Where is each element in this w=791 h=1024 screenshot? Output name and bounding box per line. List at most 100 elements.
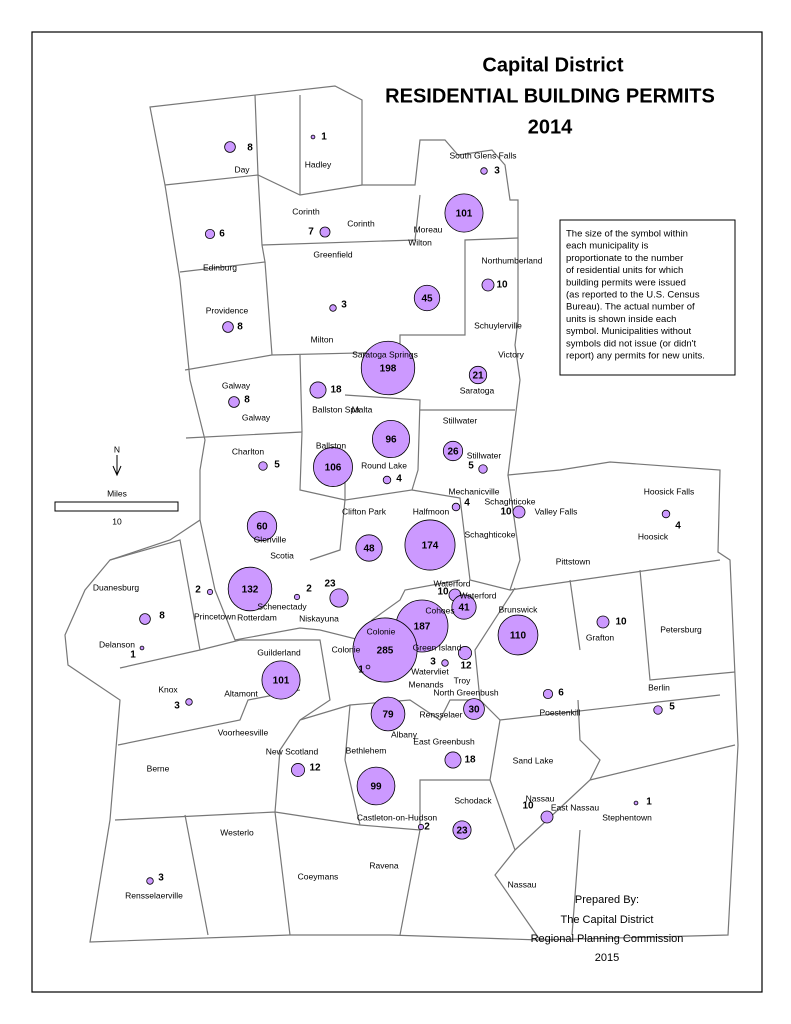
note-box	[559, 219, 736, 376]
boundary	[114, 704, 501, 831]
place-name: East Nassau	[551, 802, 599, 812]
permit-count: 2	[195, 585, 201, 596]
place-name: Northumberland	[482, 255, 543, 265]
place-name: Charlton	[232, 446, 264, 456]
place-name: Hadley	[305, 159, 332, 169]
boundary	[474, 559, 736, 721]
place-name: Corinth	[292, 206, 320, 216]
place-name: Stillwater	[443, 415, 478, 425]
place-name: East Greenbush	[413, 736, 475, 746]
place-name: Altamont	[224, 688, 258, 698]
place-name: Round Lake	[361, 460, 407, 470]
permit-symbol	[633, 800, 639, 806]
permit-count: 10	[496, 280, 508, 291]
place-name: Sand Lake	[513, 755, 554, 765]
permit-symbol	[246, 510, 278, 542]
place-name: Clifton Park	[342, 506, 387, 516]
note-line: Bureau). The actual number of	[566, 302, 695, 313]
permit-symbol	[356, 766, 396, 806]
permit-count: 106	[325, 463, 342, 474]
place-name: Troy	[454, 675, 471, 685]
boundary	[179, 94, 266, 273]
permit-symbol	[309, 381, 327, 399]
permit-symbol	[458, 646, 472, 660]
note-line: report) any permits for new units.	[566, 351, 705, 362]
permit-count: 26	[447, 447, 459, 458]
note-line: (as reported to the U.S. Census	[566, 290, 700, 301]
place-name: Cohoes	[425, 605, 454, 615]
permit-count: 1	[130, 650, 136, 661]
permit-count: 79	[382, 710, 394, 721]
place-name: South Glens Falls	[449, 150, 516, 160]
permit-symbol	[452, 820, 472, 840]
place-name: Moreau	[414, 224, 443, 234]
place-name: Princetown	[194, 611, 236, 621]
place-name: Ballston	[316, 440, 347, 450]
arrow	[112, 455, 122, 477]
place-name: Poestenkill	[539, 707, 580, 717]
credit-line: Prepared By:	[575, 894, 639, 906]
boundaries	[64, 85, 739, 943]
boundary	[164, 174, 363, 196]
permit-count: 285	[377, 646, 394, 657]
boundary	[184, 699, 736, 941]
permit-symbol	[204, 228, 216, 240]
permit-symbol	[480, 167, 488, 175]
permit-symbol	[441, 659, 449, 667]
permit-count: 4	[464, 498, 470, 509]
place-name: Niskayuna	[299, 613, 339, 623]
permit-symbol	[227, 566, 273, 612]
place-name: Colonie	[367, 626, 396, 636]
permit-symbol	[481, 278, 495, 292]
permit-count: 1	[646, 797, 652, 808]
title-line: Capital District	[482, 54, 623, 76]
title-line: 2014	[528, 116, 573, 138]
permit-count: 6	[219, 229, 225, 240]
permit-count: 12	[309, 763, 321, 774]
place-name: Castleton-on-Hudson	[357, 812, 438, 822]
place-name: Hoosick Falls	[644, 486, 695, 496]
permit-symbol	[413, 284, 441, 312]
permit-symbol	[139, 613, 151, 625]
permit-count: 2	[424, 822, 430, 833]
permit-symbol	[497, 614, 539, 656]
permit-count: 8	[159, 611, 165, 622]
permit-symbol	[463, 698, 485, 720]
place-name: Waterford	[459, 590, 496, 600]
permit-symbol	[355, 534, 383, 562]
place-name: Westerlo	[220, 827, 254, 837]
place-name: Grafton	[586, 632, 615, 642]
place-name: Voorheesville	[218, 727, 269, 737]
place-name: Stephentown	[602, 812, 652, 822]
permit-symbol	[444, 193, 484, 233]
permit-symbol	[329, 304, 337, 312]
permit-count: 2	[306, 584, 312, 595]
place-name: Saratoga	[460, 385, 495, 395]
note-line: proportionate to the number	[566, 253, 683, 264]
place-name: Wilton	[408, 237, 432, 247]
place-name: Hoosick	[638, 531, 669, 541]
note-line: The size of the symbol within	[566, 229, 688, 240]
place-name: Berlin	[648, 682, 670, 692]
place-name: Edinburg	[203, 262, 237, 272]
permit-symbol	[291, 763, 305, 777]
permit-count: 10	[615, 617, 627, 628]
frame	[31, 31, 763, 993]
credit: Prepared By: The Capital District Region…	[531, 894, 684, 964]
place-name: Halfmoon	[413, 506, 450, 516]
permit-count: 4	[675, 521, 681, 532]
permit-count: 21	[472, 371, 484, 382]
place-name: Valley Falls	[535, 506, 578, 516]
permit-symbol	[313, 447, 353, 487]
permit-count: 99	[370, 782, 382, 793]
permit-count: 101	[273, 676, 290, 687]
place-name: Providence	[206, 305, 249, 315]
permit-symbol	[228, 396, 240, 408]
credit-line: The Capital District	[561, 914, 654, 926]
place-name: Greenfield	[313, 249, 352, 259]
scale-unit: Miles	[107, 488, 127, 498]
permit-count: 3	[158, 873, 164, 884]
permit-count: 3	[174, 701, 180, 712]
place-name: Pittstown	[556, 556, 591, 566]
